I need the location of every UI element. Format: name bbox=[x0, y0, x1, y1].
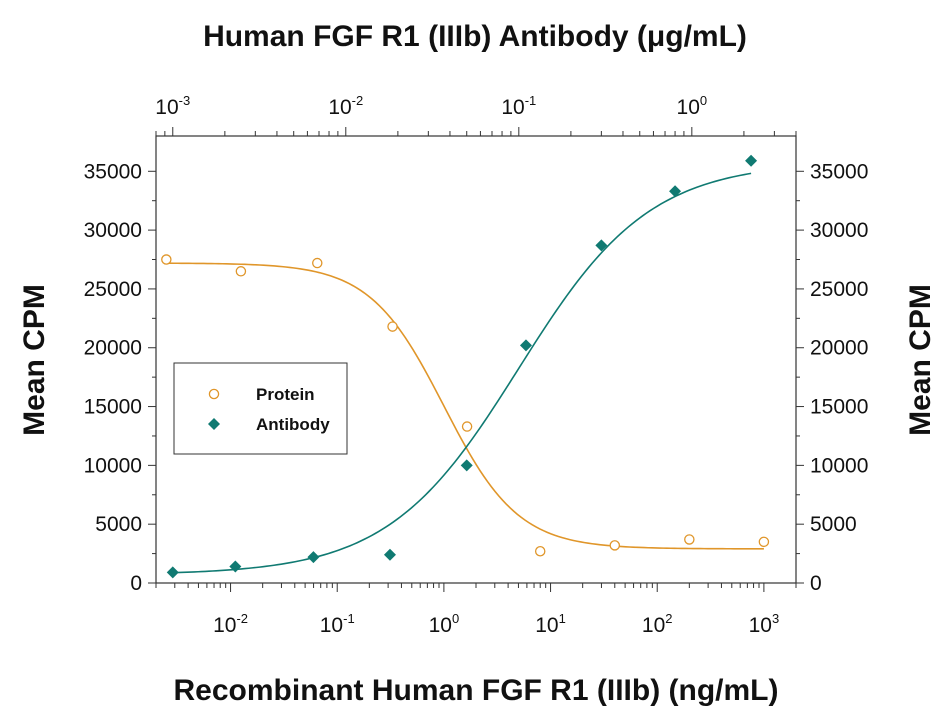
x-axis-label: Recombinant Human FGF R1 (IIIb) (ng/mL) bbox=[174, 674, 779, 707]
protein-point bbox=[758, 536, 770, 548]
right-tick-label: 20000 bbox=[810, 337, 868, 360]
right-tick-label: 30000 bbox=[810, 219, 868, 242]
legend-label-antibody: Antibody bbox=[256, 415, 330, 434]
top-axis-ticks: 10-3 10-2 10-1 100 bbox=[155, 93, 797, 136]
bottom-tick-label: 103 bbox=[749, 611, 780, 637]
right-tick-label: 25000 bbox=[810, 278, 868, 301]
data-points bbox=[161, 154, 770, 579]
antibody-point bbox=[745, 154, 758, 167]
right-axis-ticks: 0 5000 10000 15000 20000 25000 30000 35000 bbox=[796, 160, 868, 595]
left-tick-label: 25000 bbox=[84, 278, 142, 301]
protein-point bbox=[235, 266, 247, 277]
protein-point bbox=[312, 257, 323, 269]
bottom-tick-label: 10-1 bbox=[320, 611, 355, 637]
legend-label-protein: Protein bbox=[256, 385, 315, 404]
left-tick-label: 0 bbox=[130, 572, 142, 595]
legend: Protein Antibody bbox=[173, 362, 348, 455]
top-tick-label: 10-3 bbox=[155, 93, 190, 119]
protein-point bbox=[684, 534, 695, 545]
top-tick-label: 10-1 bbox=[501, 93, 536, 119]
legend-box bbox=[173, 362, 348, 455]
protein-point bbox=[161, 254, 172, 265]
right-tick-label: 15000 bbox=[810, 396, 868, 419]
antibody-point bbox=[307, 551, 320, 564]
bottom-tick-label: 102 bbox=[642, 611, 673, 637]
left-tick-label: 35000 bbox=[84, 160, 142, 183]
legend-marker-antibody bbox=[208, 418, 220, 430]
left-tick-label: 30000 bbox=[84, 219, 142, 242]
left-axis-ticks: 0 5000 10000 15000 20000 25000 30000 35000 bbox=[84, 160, 156, 595]
top-tick-label: 10-2 bbox=[328, 93, 363, 119]
antibody-point bbox=[229, 560, 242, 573]
bottom-axis-ticks: 10-2 10-1 100 101 102 103 bbox=[155, 583, 797, 637]
antibody-point bbox=[519, 339, 532, 352]
bottom-tick-label: 100 bbox=[429, 611, 460, 637]
protein-point bbox=[387, 321, 398, 332]
antibody-point bbox=[595, 239, 608, 252]
fit-curves bbox=[166, 172, 764, 574]
left-tick-label: 15000 bbox=[84, 396, 142, 419]
right-tick-label: 0 bbox=[810, 572, 822, 595]
protein-point bbox=[609, 540, 621, 551]
left-tick-label: 5000 bbox=[95, 513, 142, 536]
fit-curve-protein bbox=[166, 262, 764, 550]
bottom-tick-label: 10-2 bbox=[213, 611, 248, 637]
bottom-tick-label: 101 bbox=[535, 611, 566, 637]
right-tick-label: 10000 bbox=[810, 454, 868, 477]
top-tick-label: 100 bbox=[677, 93, 708, 119]
protein-point bbox=[534, 545, 546, 557]
right-tick-label: 5000 bbox=[810, 513, 857, 536]
left-tick-label: 10000 bbox=[84, 454, 142, 477]
right-tick-label: 35000 bbox=[810, 160, 868, 183]
y-axis-label-right: Mean CPM bbox=[904, 284, 937, 436]
antibody-point bbox=[383, 548, 396, 561]
antibody-point bbox=[166, 566, 179, 579]
antibody-point bbox=[460, 459, 473, 472]
fit-curve-antibody bbox=[172, 172, 752, 574]
antibody-point bbox=[669, 185, 682, 198]
protein-point bbox=[461, 421, 473, 432]
chart-title: Human FGF R1 (IIIb) Antibody (μg/mL) bbox=[203, 20, 747, 53]
legend-marker-protein bbox=[208, 388, 220, 400]
left-tick-label: 20000 bbox=[84, 337, 142, 360]
y-axis-label-left: Mean CPM bbox=[18, 284, 51, 436]
plot-frame bbox=[155, 135, 797, 584]
